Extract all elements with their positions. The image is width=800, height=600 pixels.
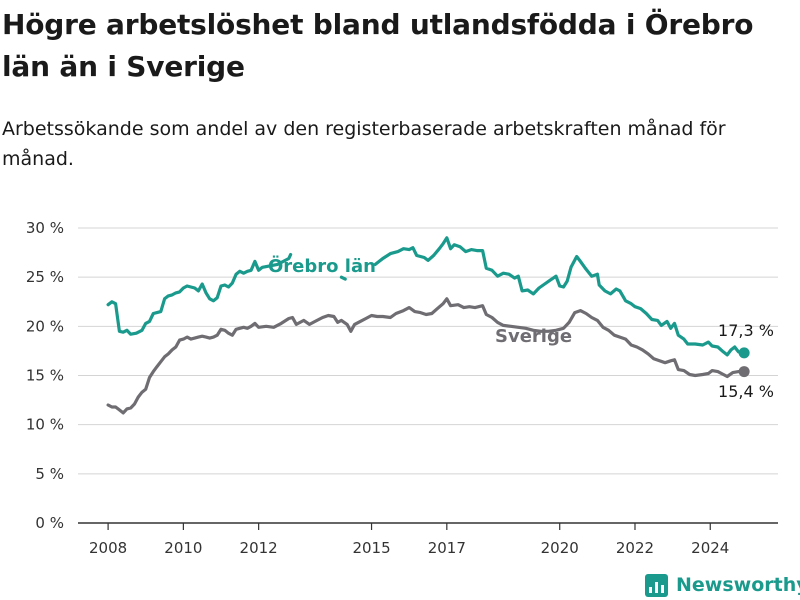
newsworthy-brand[interactable]: Newsworthy: [645, 570, 800, 600]
series-lines: [106, 236, 750, 415]
bar-chart-logo-icon: [645, 573, 668, 597]
series-label-orebro: Örebro län: [268, 255, 376, 277]
series-line: [339, 275, 347, 281]
x-tick-label: 2020: [541, 539, 579, 557]
x-tick-label: 2015: [352, 539, 390, 557]
end-value-orebro: 17,3 %: [718, 321, 774, 340]
y-tick-label: 5 %: [35, 465, 64, 483]
series-line: [106, 297, 746, 415]
chart-subtitle: Arbetssökande som andel av den registerb…: [2, 118, 726, 170]
y-tick-label: 30 %: [26, 219, 64, 237]
y-tick-label: 10 %: [26, 416, 64, 434]
y-tick-label: 0 %: [35, 514, 64, 532]
brand-name: Newsworthy: [676, 574, 800, 596]
end-value-sverige: 15,4 %: [718, 382, 774, 401]
y-axis-ticks: 0 % 5 % 10 % 15 % 20 % 25 % 30 %: [26, 219, 64, 532]
x-tick-label: 2012: [240, 539, 278, 557]
series-label-sverige: Sverige: [495, 326, 572, 347]
x-tick-label: 2024: [691, 539, 729, 557]
series-end-marker: [738, 366, 750, 378]
y-tick-label: 25 %: [26, 268, 64, 286]
gridlines: [78, 227, 778, 524]
x-tick-label: 2022: [616, 539, 654, 557]
x-tick-label: 2017: [428, 539, 466, 557]
series-line: [373, 236, 746, 357]
x-tick-label: 2010: [164, 539, 202, 557]
y-tick-label: 15 %: [26, 367, 64, 385]
series-end-marker: [738, 347, 750, 359]
series-labels: Örebro län Sverige 17,3 % 15,4 %: [268, 255, 774, 401]
x-axis: 2008 2010 2012 2015 2017 2020 2022 2024: [89, 523, 729, 557]
chart-title: Högre arbetslöshet bland utlandsfödda i …: [2, 8, 754, 83]
y-tick-label: 20 %: [26, 317, 64, 335]
series-line: [106, 253, 293, 336]
x-tick-label: 2008: [89, 539, 127, 557]
